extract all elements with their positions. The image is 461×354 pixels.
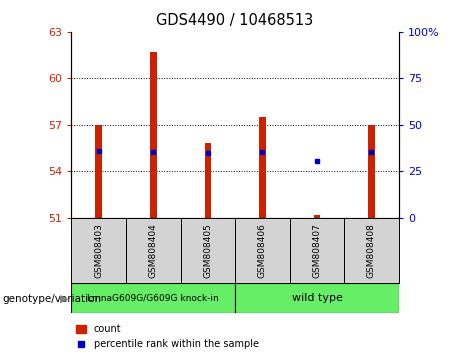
Bar bbox=[95, 125, 102, 218]
Text: GSM808405: GSM808405 bbox=[203, 223, 213, 278]
Bar bbox=[150, 52, 157, 218]
Text: GSM808406: GSM808406 bbox=[258, 223, 267, 278]
Bar bbox=[71, 283, 235, 313]
Bar bbox=[290, 218, 344, 283]
Bar bbox=[71, 218, 126, 283]
Bar bbox=[344, 218, 399, 283]
Title: GDS4490 / 10468513: GDS4490 / 10468513 bbox=[156, 13, 314, 28]
Legend: count, percentile rank within the sample: count, percentile rank within the sample bbox=[77, 324, 259, 349]
Text: GSM808407: GSM808407 bbox=[313, 223, 321, 278]
Text: GSM808403: GSM808403 bbox=[94, 223, 103, 278]
Bar bbox=[368, 125, 375, 218]
Bar bbox=[235, 283, 399, 313]
Text: GSM808404: GSM808404 bbox=[149, 223, 158, 278]
Text: genotype/variation: genotype/variation bbox=[2, 294, 101, 304]
Bar bbox=[235, 218, 290, 283]
Bar bbox=[126, 218, 181, 283]
Bar bbox=[205, 143, 211, 218]
Bar bbox=[313, 215, 320, 218]
Text: wild type: wild type bbox=[291, 293, 343, 303]
Text: ▶: ▶ bbox=[60, 294, 68, 304]
Bar bbox=[181, 218, 235, 283]
Text: GSM808408: GSM808408 bbox=[367, 223, 376, 278]
Bar bbox=[259, 117, 266, 218]
Text: LmnaG609G/G609G knock-in: LmnaG609G/G609G knock-in bbox=[88, 294, 219, 303]
